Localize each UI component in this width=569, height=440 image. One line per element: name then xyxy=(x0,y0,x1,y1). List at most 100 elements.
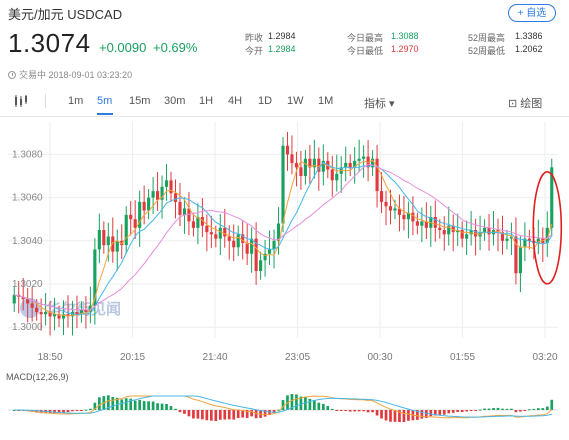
stat-value: 1.2062 xyxy=(515,44,543,54)
candle xyxy=(263,253,267,261)
candle xyxy=(30,303,34,308)
candle xyxy=(182,208,187,215)
candle xyxy=(523,238,527,248)
interval-30m[interactable]: 30m xyxy=(164,95,186,107)
draw-button[interactable]: ⊡ 绘图 xyxy=(508,98,543,110)
macd-bar xyxy=(66,410,70,413)
macd-bar xyxy=(541,408,545,410)
macd-bar xyxy=(299,396,303,410)
ma-line-ma10 xyxy=(14,161,553,316)
macd-bar xyxy=(236,410,240,419)
macd-bar xyxy=(528,409,531,411)
macd-bar xyxy=(62,410,65,413)
macd-bar xyxy=(151,401,155,410)
macd-bar xyxy=(201,410,204,420)
candle xyxy=(469,230,473,235)
candle xyxy=(178,201,182,215)
macd-bar xyxy=(57,410,61,414)
candle xyxy=(196,217,200,228)
x-tick-label: 21:40 xyxy=(202,352,227,363)
indicators-menu[interactable]: 指标 ▾ xyxy=(364,98,395,110)
candle xyxy=(48,312,52,317)
candle xyxy=(276,223,281,241)
macd-bar xyxy=(523,410,527,411)
candle xyxy=(550,167,554,228)
macd-bar xyxy=(98,397,101,410)
candle xyxy=(330,169,334,181)
candle xyxy=(317,158,321,172)
macd-bar xyxy=(272,410,276,413)
macd-bar xyxy=(451,410,455,413)
candle xyxy=(384,201,388,207)
macd-bar xyxy=(505,408,509,410)
y-tick-label: 1.3020 xyxy=(12,279,43,290)
macd-bar xyxy=(487,408,491,410)
price-chart[interactable]: 华尔街见闻 1.3080 1.3060 1.3040 1.3020 1.3000 18:50… xyxy=(0,116,569,440)
y-tick-label: 1.3060 xyxy=(12,193,43,204)
candle xyxy=(379,191,384,202)
candle xyxy=(241,234,245,243)
candle xyxy=(406,212,410,220)
macd-bar xyxy=(254,410,258,419)
macd-bar xyxy=(165,403,168,410)
candlestick-type-icon[interactable] xyxy=(12,94,30,108)
macd-bar xyxy=(250,410,253,417)
macd-bar xyxy=(492,408,495,410)
macd-bar xyxy=(192,410,195,419)
macd-bar xyxy=(93,402,97,410)
macd-bar xyxy=(456,410,460,412)
interval-1W[interactable]: 1W xyxy=(287,95,304,107)
macd-bar xyxy=(478,409,482,411)
stat-value: 1.2970 xyxy=(391,44,419,54)
candle xyxy=(456,230,460,233)
candle xyxy=(303,158,307,176)
candle xyxy=(451,225,455,233)
stat-label: 52周最低 xyxy=(468,46,506,56)
candle xyxy=(218,227,222,239)
macd-bar xyxy=(227,410,231,420)
interval-1H[interactable]: 1H xyxy=(199,95,214,107)
macd-bar xyxy=(232,410,236,420)
candle xyxy=(402,214,406,220)
interval-1M[interactable]: 1M xyxy=(318,95,334,107)
interval-1m[interactable]: 1m xyxy=(68,95,84,107)
candle xyxy=(115,240,119,252)
candle xyxy=(411,212,415,222)
macd-bar xyxy=(348,410,352,412)
macd-bar xyxy=(375,410,379,416)
macd-bar xyxy=(545,406,549,410)
candle xyxy=(200,217,204,226)
candle xyxy=(254,238,258,272)
candle xyxy=(133,219,137,228)
macd-bar xyxy=(469,410,473,411)
candle xyxy=(26,299,30,304)
candle xyxy=(227,236,231,241)
macd-bar xyxy=(111,397,115,410)
x-tick-label: 01:55 xyxy=(450,352,475,363)
x-tick-label: 20:15 xyxy=(120,352,145,363)
candle xyxy=(245,242,249,254)
macd-bar xyxy=(442,410,446,415)
macd-bar xyxy=(460,410,464,413)
interval-1D[interactable]: 1D xyxy=(258,95,273,107)
candle xyxy=(35,307,39,313)
macd-bar xyxy=(496,407,500,410)
macd-dea-line xyxy=(14,395,552,418)
candle xyxy=(44,312,48,315)
interval-5m[interactable]: 5m xyxy=(97,95,113,107)
candle xyxy=(415,221,419,226)
macd-bar xyxy=(142,401,146,410)
macd-label: MACD(12,26,9) xyxy=(6,372,69,382)
add-watchlist-button[interactable]: + 自选 xyxy=(508,4,556,22)
candle xyxy=(250,238,254,254)
interval-15m[interactable]: 15m xyxy=(129,95,151,107)
candle xyxy=(545,227,549,243)
macd-bar xyxy=(532,408,536,410)
macd-bar xyxy=(313,400,316,410)
interval-4H[interactable]: 4H xyxy=(228,95,243,107)
candle xyxy=(505,238,509,241)
macd-bar xyxy=(326,406,330,410)
candle xyxy=(500,232,505,241)
macd-bar xyxy=(536,408,540,410)
candle xyxy=(97,230,101,250)
